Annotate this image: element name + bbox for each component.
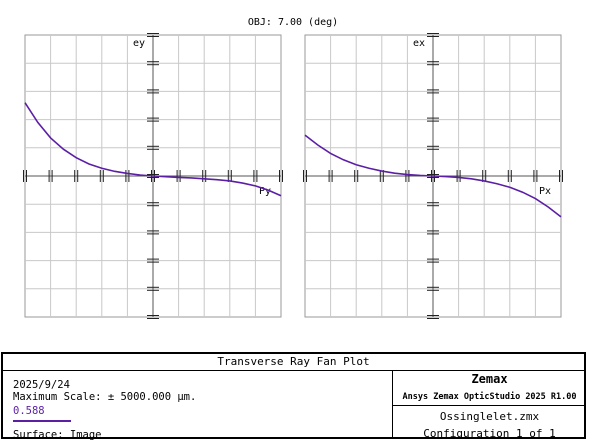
brand-label: Zemax [471, 372, 508, 386]
wavelength-label: 0.588 [13, 405, 45, 417]
brand-block: Zemax Ansys Zemax OpticStudio 2025 R1.00 [393, 370, 586, 406]
ray-fan-plots: OBJ: 7.00 (deg) ey Py ex Px [23, 17, 563, 319]
y-axis-label: ey [133, 38, 145, 49]
config-label: Configuration 1 of 1 [423, 427, 556, 440]
info-right: Zemax Ansys Zemax OpticStudio 2025 R1.00… [393, 370, 586, 440]
ray-fan-curve [24, 102, 282, 197]
ray-fan-curve [304, 134, 562, 218]
y-axis-label: ex [413, 38, 425, 49]
obj-field-label: OBJ: 7.00 (deg) [248, 17, 338, 28]
info-panel: Transverse Ray Fan Plot 2025/9/24 Maximu… [1, 352, 586, 441]
date-label: 2025/9/24 [13, 379, 70, 391]
tangential-fan-plot: ey Py [23, 33, 283, 319]
product-label: Ansys Zemax OpticStudio 2025 R1.00 [402, 392, 577, 402]
file-block: Ossinglelet.zmx Configuration 1 of 1 [393, 406, 586, 440]
info-left: 2025/9/24 Maximum Scale: ± 5000.000 µm. … [3, 370, 393, 441]
max-scale-label: Maximum Scale: ± 5000.000 µm. [13, 391, 197, 403]
surface-label: Surface: Image [13, 429, 102, 441]
wavelength-line-swatch [13, 420, 71, 422]
x-axis-label: Px [539, 186, 551, 197]
x-axis-label: Py [259, 186, 271, 197]
plot-title: Transverse Ray Fan Plot [3, 354, 584, 371]
sagittal-fan-plot: ex Px [303, 33, 563, 319]
file-label: Ossinglelet.zmx [439, 410, 540, 423]
